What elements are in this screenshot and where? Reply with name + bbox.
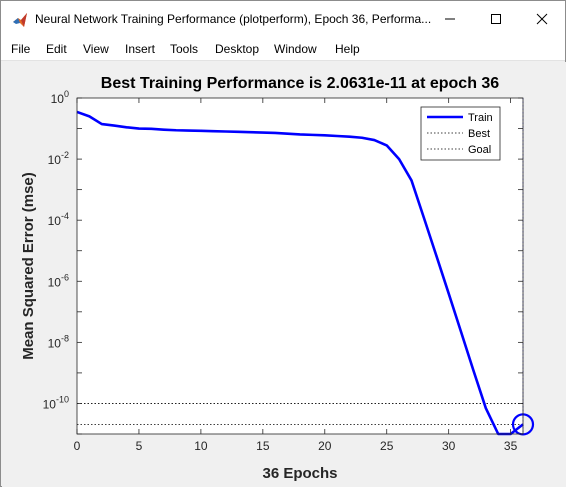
matlab-icon <box>13 13 27 27</box>
x-tick-label: 25 <box>380 439 394 453</box>
title-bar[interactable]: Neural Network Training Performance (plo… <box>1 1 565 37</box>
chart-title: Best Training Performance is 2.0631e-11 … <box>101 75 500 92</box>
window-title: Neural Network Training Performance (plo… <box>35 12 432 26</box>
performance-chart[interactable]: Best Training Performance is 2.0631e-11 … <box>2 62 566 487</box>
x-tick-label: 10 <box>194 439 208 453</box>
menu-insert[interactable]: Insert <box>125 42 156 56</box>
figure-area: Best Training Performance is 2.0631e-11 … <box>2 62 566 487</box>
minimize-button[interactable] <box>427 1 473 37</box>
legend-goal-label: Goal <box>468 144 491 156</box>
maximize-icon <box>491 14 501 24</box>
y-tick-label: 10-2 <box>48 150 69 167</box>
axes-box <box>76 97 524 435</box>
menu-bar: File Edit View Insert Tools Desktop Wind… <box>1 37 565 90</box>
maximize-button[interactable] <box>473 1 519 37</box>
y-tick-label: 100 <box>51 89 69 106</box>
menu-window[interactable]: Window <box>274 42 317 56</box>
x-tick-label: 5 <box>136 439 143 453</box>
menu-view[interactable]: View <box>83 42 109 56</box>
close-icon <box>536 13 548 25</box>
menu-desktop[interactable]: Desktop <box>215 42 260 56</box>
x-tick-label: 15 <box>256 439 270 453</box>
y-axis-label: Mean Squared Error (mse) <box>20 172 37 360</box>
y-tick-label: 10-4 <box>48 211 69 228</box>
menu-edit[interactable]: Edit <box>46 42 67 56</box>
menu-tools[interactable]: Tools <box>170 42 199 56</box>
x-tick-label: 30 <box>442 439 456 453</box>
close-button[interactable] <box>519 1 565 37</box>
series-train-line <box>76 110 524 436</box>
legend-best-label: Best <box>468 128 490 140</box>
legend-train-label: Train <box>468 112 493 124</box>
y-tick-label: 10-8 <box>48 333 69 350</box>
x-axis-label: 36 Epochs <box>262 465 337 482</box>
x-tick-label: 0 <box>74 439 81 453</box>
y-tick-label: 10-10 <box>43 394 69 411</box>
menu-help[interactable]: Help <box>335 42 360 56</box>
menu-file[interactable]: File <box>11 42 31 56</box>
minimize-icon <box>445 18 455 20</box>
x-tick-label: 35 <box>504 439 518 453</box>
y-tick-label: 10-6 <box>48 272 69 289</box>
x-tick-label: 20 <box>318 439 332 453</box>
